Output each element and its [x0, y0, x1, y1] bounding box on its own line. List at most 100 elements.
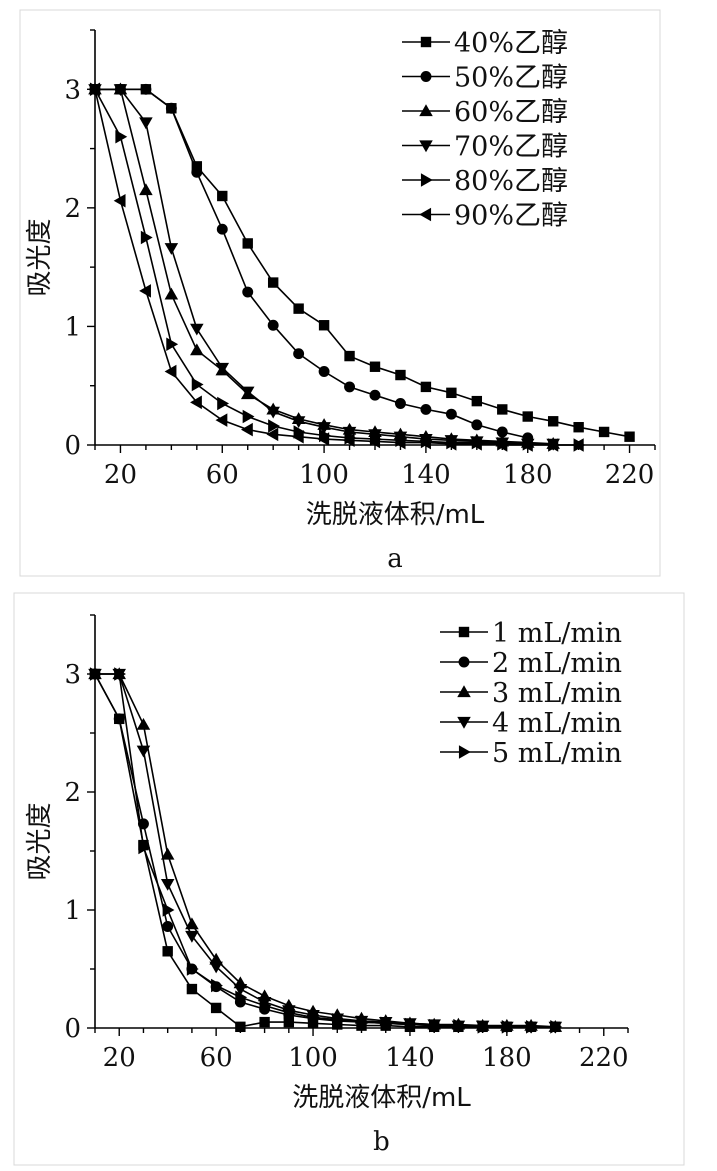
chart-a-data-point [242, 286, 254, 298]
chart-b-x-tick-label: 140 [385, 1043, 435, 1073]
chart-b-data-point [162, 946, 173, 957]
chart-a-data-point [344, 381, 356, 393]
chart-b-legend-marker [458, 745, 471, 759]
chart-a-data-point [598, 426, 610, 438]
chart-b-data-point [501, 1020, 514, 1034]
chart-b-data-point [380, 1016, 393, 1031]
chart-b-svg: 20 60 100 140 180 220 0 1 2 3 洗脱液体积/mL 吸光度 b 1 mL/min… [13, 592, 685, 1166]
chart-a-data-point [139, 284, 151, 298]
chart-a-data-point [342, 426, 357, 439]
chart-a-data-point [268, 419, 280, 433]
chart-b-data-point [113, 713, 125, 725]
chart-b-data-point [136, 745, 151, 758]
chart-b-data-point [160, 847, 175, 860]
chart-a-data-point [242, 238, 253, 249]
chart-b-data-point [526, 1020, 538, 1034]
chart-a-data-point [165, 102, 177, 114]
chart-b-series-line [94, 673, 556, 1028]
chart-a-data-point [216, 223, 228, 235]
chart-a-data-point [470, 437, 482, 451]
chart-b-data-point [453, 1018, 466, 1033]
chart-a-x-tick-label: 60 [206, 460, 239, 490]
chart-a-legend-label: 60%乙醇 [454, 97, 568, 128]
chart-a-y-tick-label: 2 [64, 194, 81, 224]
chart-b-series-3 [88, 668, 563, 1034]
chart-b-data-point [283, 1016, 295, 1028]
chart-a-data-point [164, 364, 177, 379]
chart-a-data-point [497, 404, 508, 415]
chart-b-legend-label: 5 mL/min [492, 738, 622, 769]
chart-b-legend-label: 4 mL/min [492, 708, 622, 739]
chart-a-data-point [571, 438, 584, 452]
chart-a-legend-marker [420, 36, 432, 48]
chart-b-y-tick-label: 3 [64, 660, 81, 690]
chart-a-y-tick-label: 0 [64, 431, 81, 461]
chart-b-data-point [136, 717, 151, 730]
chart-a-x-tick-label: 140 [401, 460, 451, 490]
chart-a-legend-label: 40%乙醇 [454, 28, 568, 59]
chart-a-data-point [267, 277, 279, 288]
chart-a-data-point [291, 429, 304, 444]
chart-a-data-point [240, 386, 255, 399]
chart-b-legend-label: 1 mL/min [492, 618, 622, 649]
chart-a-data-point [471, 419, 483, 431]
chart-b-data-point [404, 1017, 417, 1032]
chart-b-y-tick-label: 2 [64, 778, 81, 808]
chart-a-data-point [266, 406, 280, 419]
chart-b-data-point [550, 1020, 563, 1034]
chart-b-series-1 [89, 668, 561, 1033]
chart-a-data-point [88, 82, 101, 97]
chart-a-data-point [547, 416, 559, 427]
chart-a-data-point [240, 422, 253, 437]
chart-a-data-point [164, 243, 179, 255]
chart-b-x-tick-label: 20 [103, 1043, 136, 1073]
chart-b-x-tick-label: 220 [579, 1043, 629, 1073]
chart-b-y-tick-label: 1 [64, 896, 81, 926]
chart-b-data-point [259, 1016, 270, 1028]
chart-b-series-0 [89, 668, 561, 1033]
chart-a-legend-marker [419, 207, 432, 222]
chart-a-data-point [217, 190, 228, 202]
chart-a-data-point [394, 398, 406, 409]
chart-a-data-point [522, 411, 533, 422]
chart-a-data-point [164, 287, 179, 300]
chart-a-data-point [495, 438, 508, 452]
chart-b-data-point [210, 1002, 222, 1014]
chart-b-series-4 [89, 667, 563, 1034]
chart-panel-b: 20 60 100 140 180 220 0 1 2 3 洗脱液体积/mL 吸光度 b 1 mL/min… [0, 585, 717, 1171]
chart-b-series-2 [88, 667, 563, 1032]
chart-a-data-point [369, 361, 381, 372]
chart-a-x-tick-label: 220 [605, 460, 655, 490]
chart-b-x-tick-label: 100 [288, 1043, 338, 1073]
chart-a-legend-marker [419, 104, 433, 117]
chart-a-data-point [317, 422, 331, 434]
chart-a-y-tick-label: 3 [64, 75, 81, 105]
chart-b-data-point [186, 962, 199, 976]
chart-b-data-point [185, 917, 199, 930]
chart-a-data-point [368, 429, 382, 442]
chart-b-x-tick-label: 60 [200, 1043, 233, 1073]
chart-a-data-point [419, 435, 431, 450]
chart-a-legend-marker [420, 173, 433, 187]
chart-a-data-point [267, 319, 279, 331]
chart-a-legend-marker [419, 140, 433, 153]
chart-a-x-tick-label: 180 [503, 460, 553, 490]
chart-a-data-point [573, 422, 584, 433]
chart-a-data-point [344, 350, 355, 362]
chart-a-data-point [217, 396, 230, 411]
chart-panel-a: 20 60 100 140 180 220 0 1 2 3 洗脱液体积/mL 吸光度 a 40%乙醇 50%… [0, 0, 717, 585]
chart-b-series-line [94, 673, 556, 1028]
chart-a-x-axis-title: 洗脱液体积/mL [306, 500, 485, 530]
chart-a-series-0 [89, 84, 635, 442]
chart-b-data-point [259, 998, 272, 1013]
chart-b-data-point [429, 1018, 441, 1033]
chart-b-data-point [233, 983, 248, 996]
chart-a-data-point [291, 416, 306, 429]
chart-a-legend-label: 50%乙醇 [454, 63, 568, 94]
chart-b-data-point [356, 1015, 369, 1029]
chart-b-legend-label: 2 mL/min [492, 648, 622, 679]
chart-a-series-line [95, 88, 630, 438]
chart-a-data-point [496, 426, 508, 438]
chart-b-data-point [89, 667, 102, 681]
